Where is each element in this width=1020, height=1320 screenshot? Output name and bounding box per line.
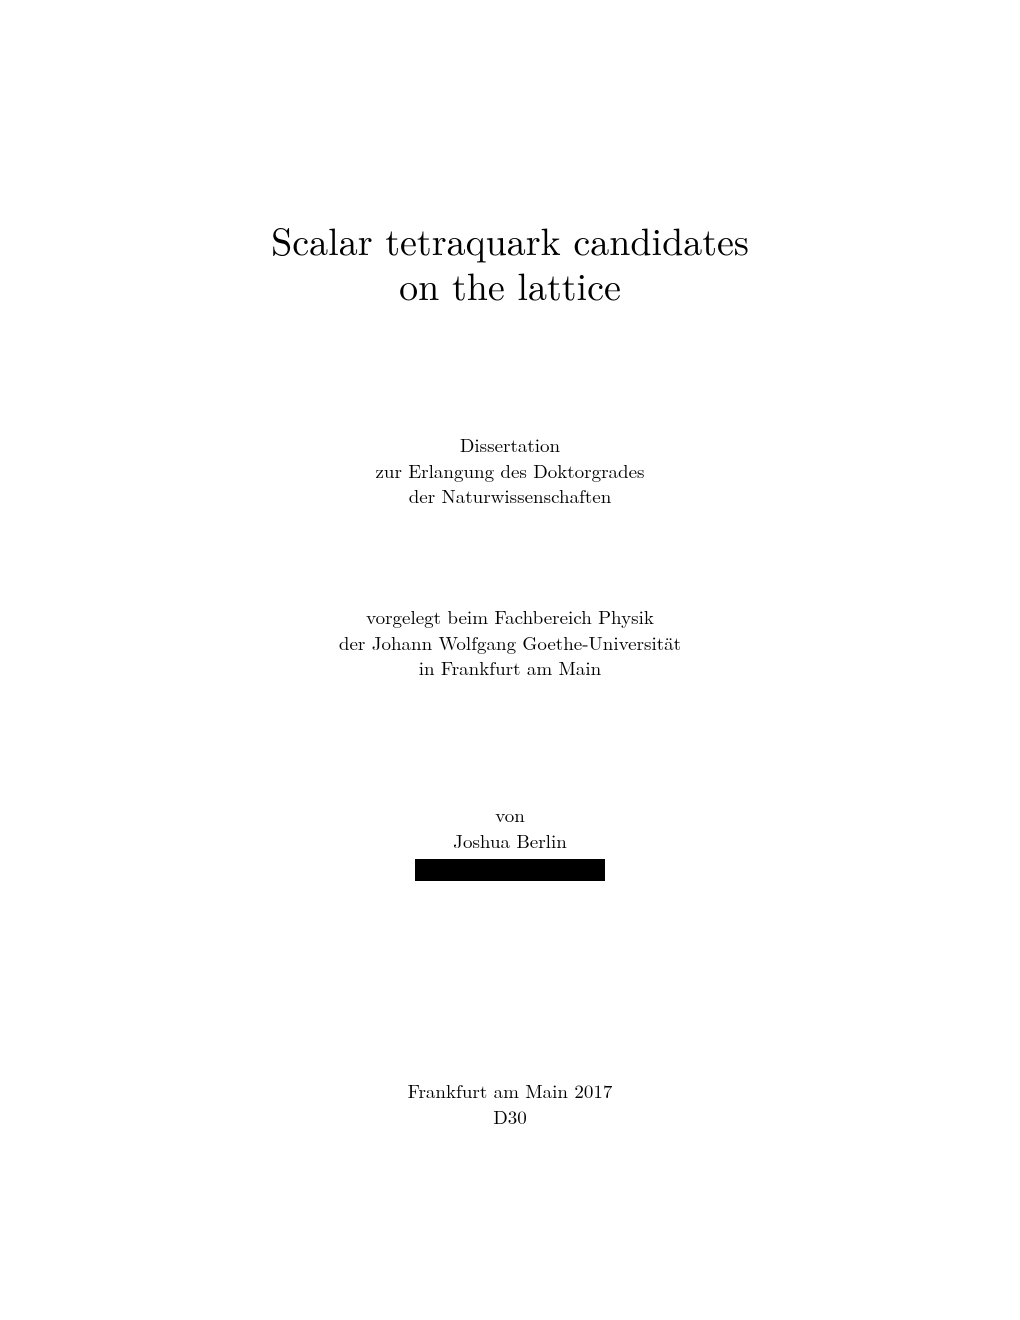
- place-year: Frankfurt am Main 2017: [0, 1078, 1020, 1104]
- title-line-1: Scalar tetraquark candidates: [0, 218, 1020, 263]
- faculty-block: vorgelegt beim Fachbereich Physik der Jo…: [0, 604, 1020, 681]
- author-von: von: [0, 802, 1020, 828]
- faculty-line-2: der Johann Wolfgang Goethe-Universität: [0, 630, 1020, 656]
- degree-line-1: Dissertation: [0, 432, 1020, 458]
- degree-line-2: zur Erlangung des Doktorgrades: [0, 458, 1020, 484]
- author-name: Joshua Berlin: [0, 828, 1020, 854]
- faculty-line-1: vorgelegt beim Fachbereich Physik: [0, 604, 1020, 630]
- degree-line-3: der Naturwissenschaften: [0, 483, 1020, 509]
- footer-block: Frankfurt am Main 2017 D30: [0, 1078, 1020, 1129]
- title-block: Scalar tetraquark candidates on the latt…: [0, 218, 1020, 308]
- author-block: von Joshua Berlin: [0, 802, 1020, 887]
- doc-code: D30: [0, 1104, 1020, 1130]
- redacted-bar: [415, 859, 605, 881]
- degree-block: Dissertation zur Erlangung des Doktorgra…: [0, 432, 1020, 509]
- faculty-line-3: in Frankfurt am Main: [0, 655, 1020, 681]
- title-line-2: on the lattice: [0, 263, 1020, 308]
- title-page: Scalar tetraquark candidates on the latt…: [0, 0, 1020, 1320]
